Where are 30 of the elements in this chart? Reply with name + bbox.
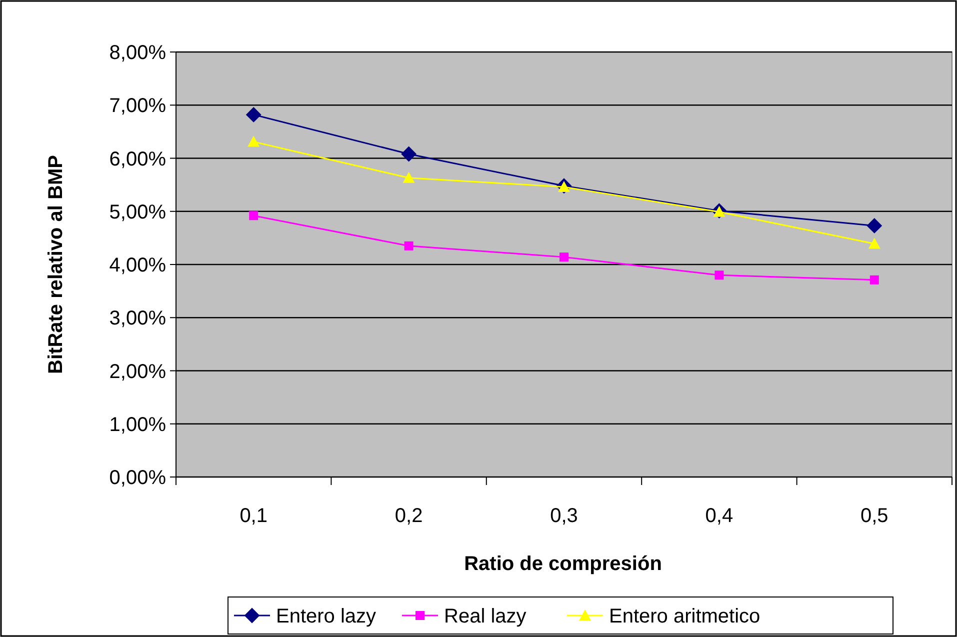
x-tick-label: 0,4	[705, 505, 734, 527]
point	[404, 241, 414, 250]
point	[402, 172, 415, 183]
point	[866, 218, 882, 234]
point	[868, 238, 880, 249]
x-tick-label: 0,5	[860, 505, 888, 527]
point	[246, 107, 262, 122]
point	[870, 275, 879, 284]
y-tick-label: 7,00%	[109, 95, 166, 118]
y-tick-label: 1,00%	[109, 414, 166, 436]
legend-label: Real lazy	[444, 606, 526, 628]
y-tick-label: 2,00%	[109, 360, 166, 383]
y-tick-label: 0,00%	[109, 467, 166, 489]
point	[248, 136, 260, 147]
y-tick-label: 5,00%	[109, 201, 166, 224]
legend-label: Entero lazy	[276, 606, 376, 628]
point	[560, 252, 568, 262]
y-tick-label: 6,00%	[109, 148, 166, 170]
point	[249, 211, 258, 220]
x-tick-label: 0,3	[550, 505, 578, 527]
x-tick-label: 0,2	[394, 505, 423, 527]
point	[401, 146, 416, 162]
x-tick-label: 0,1	[240, 505, 268, 527]
y-tick-label: 4,00%	[109, 254, 166, 276]
point	[714, 270, 724, 280]
x-axis-title: Ratio de compresión	[464, 553, 662, 575]
y-tick-label: 3,00%	[109, 308, 166, 330]
y-axis-title: BitRate relativo al BMP	[45, 155, 67, 374]
y-tick-label: 8,00%	[109, 42, 166, 64]
legend-label: Entero aritmetico	[609, 606, 760, 628]
